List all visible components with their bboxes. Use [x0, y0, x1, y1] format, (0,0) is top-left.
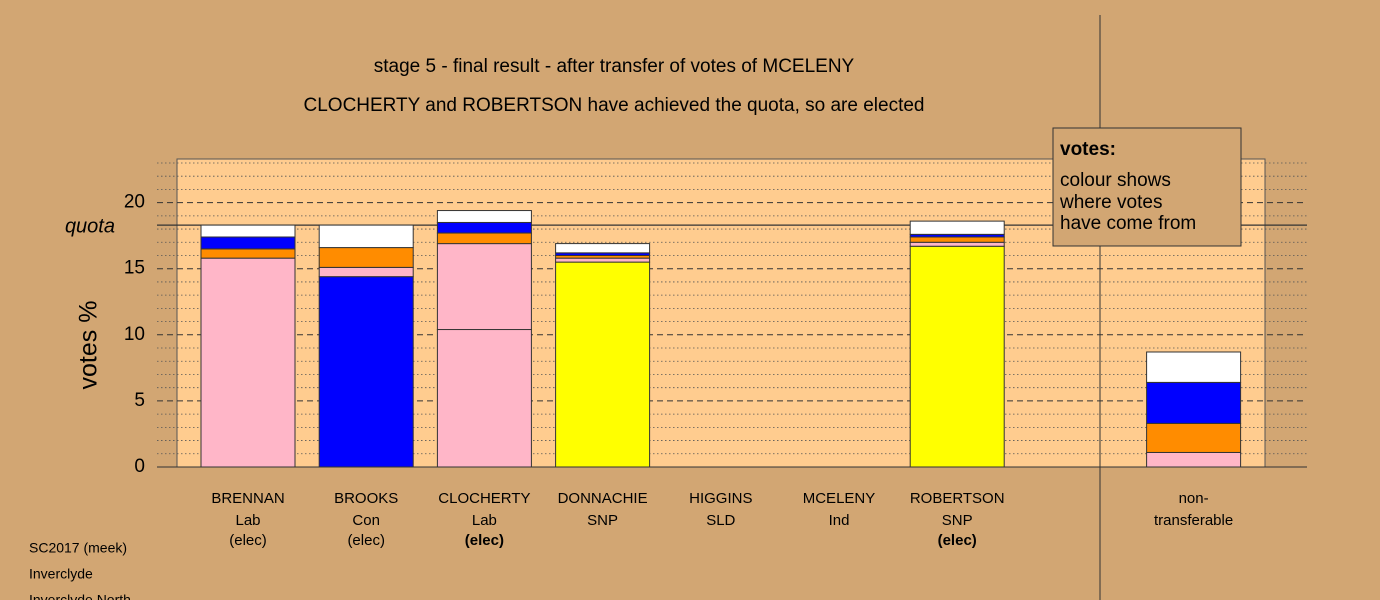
legend-text: have come from [1060, 213, 1196, 234]
bar-segment [318, 247, 414, 268]
chart-title: stage 5 - final result - after transfer … [374, 56, 855, 77]
bar-segment [1146, 422, 1242, 453]
x-tick-label: Ind [829, 512, 850, 529]
bar-segment [200, 224, 296, 238]
bar-segment [909, 245, 1005, 468]
bar-segment [436, 221, 532, 234]
x-tick-label: ROBERTSON [910, 490, 1005, 507]
x-tick-label: Lab [235, 512, 260, 529]
x-tick-label: BRENNAN [211, 490, 284, 507]
y-tick-label: 5 [134, 390, 145, 411]
quota-label: quota [65, 215, 115, 237]
legend-box [1052, 127, 1242, 247]
bar-segment [200, 236, 296, 250]
x-tick-label: MCELENY [803, 490, 876, 507]
x-tick-label: BROOKS [334, 490, 398, 507]
y-tick-label: 20 [124, 192, 145, 213]
x-tick-label: SNP [587, 512, 618, 529]
bar-segment [1146, 351, 1242, 383]
legend-text: colour shows [1060, 170, 1171, 191]
bar-segment [318, 266, 414, 278]
bar-segment [436, 232, 532, 245]
y-tick-label: 0 [134, 456, 145, 477]
bars [200, 210, 1242, 468]
legend-title: votes: [1060, 139, 1116, 160]
legend: votes: colour shows where votes have com… [1052, 127, 1242, 247]
y-axis-label: votes % [75, 301, 103, 390]
chart-subtitle: CLOCHERTY and ROBERTSON have achieved th… [304, 95, 925, 116]
footer-text: Inverclyde North [29, 592, 131, 600]
legend-text: where votes [1059, 192, 1162, 213]
x-tick-label: Con [352, 512, 380, 529]
x-tick-label: (elec) [229, 532, 267, 549]
bar-segment [436, 243, 532, 331]
x-tick-label: (elec) [938, 532, 977, 549]
x-tick-label: non- [1179, 490, 1209, 507]
bar-segment [436, 210, 532, 223]
bar-segment [200, 257, 296, 468]
x-tick-label: DONNACHIE [558, 490, 648, 507]
bar-segment [436, 329, 532, 468]
x-tick-label: transferable [1154, 512, 1233, 529]
bar-segment [909, 220, 1005, 235]
bar-segment [200, 248, 296, 259]
bar-segment [318, 224, 414, 249]
bar-segment [555, 243, 651, 254]
x-tick-label: SLD [706, 512, 735, 529]
x-tick-label: SNP [942, 512, 973, 529]
bar-segment [555, 261, 651, 468]
x-tick-label: HIGGINS [689, 490, 752, 507]
x-tick-label: CLOCHERTY [438, 490, 530, 507]
x-tick-label: (elec) [465, 532, 504, 549]
y-tick-label: 15 [124, 258, 145, 279]
bar-segment [909, 241, 1005, 247]
bar-segment [318, 276, 414, 468]
x-tick-label: (elec) [347, 532, 385, 549]
y-tick-label: 10 [124, 324, 145, 345]
bar-segment [909, 236, 1005, 243]
footer-text: SC2017 (meek) [29, 540, 127, 556]
bar-segment [555, 257, 651, 263]
bar-segment [1146, 451, 1242, 468]
bar-segment [1146, 381, 1242, 424]
footer-text: Inverclyde [29, 566, 93, 582]
x-tick-label: Lab [472, 512, 497, 529]
